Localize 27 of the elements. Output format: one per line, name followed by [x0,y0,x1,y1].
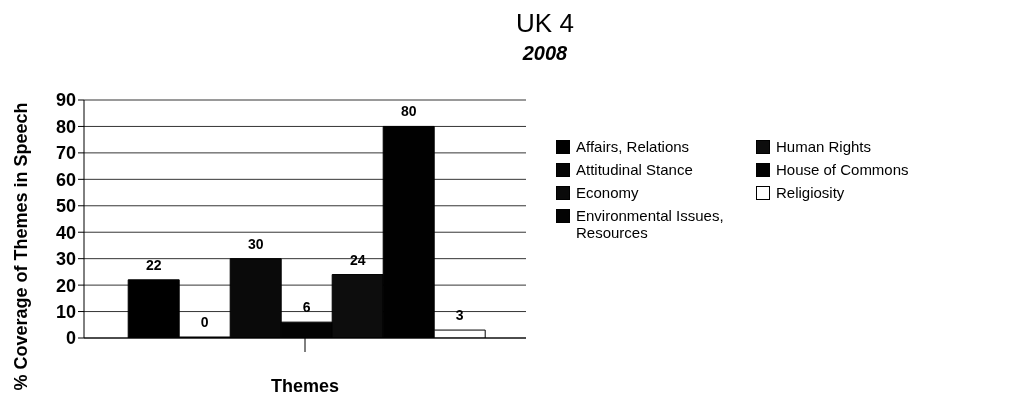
y-tick-label: 20 [55,275,76,296]
legend-label: Economy [576,184,639,201]
legend-label: Affairs, Relations [576,138,690,155]
data-label: 0 [200,314,209,330]
data-label: 22 [145,256,162,273]
chart-title: UK 4 [515,8,575,39]
chart-subtitle: 2008 [521,42,569,65]
x-axis-title: Themes [270,376,340,396]
y-tick-label: 30 [55,249,76,270]
y-tick-label: 60 [55,169,76,190]
y-tick-label: 50 [55,196,76,217]
y-tick-label: 70 [55,143,76,164]
data-label: 80 [400,103,417,120]
legend-label: Attitudinal Stance [576,161,693,178]
legend-label: Human Rights [776,138,872,155]
legend-label: Environmental Issues, Resources [576,207,725,241]
legend-label: House of Commons [776,161,909,178]
y-tick-label: 0 [65,328,76,349]
legend-label: Religiosity [776,184,845,201]
y-tick-label: 90 [55,90,76,111]
data-label: 30 [247,235,264,252]
y-axis-title: % Coverage of Themes in Speech [10,101,32,391]
data-label: 3 [455,307,464,324]
y-tick-label: 40 [55,222,76,243]
y-tick-label: 80 [55,116,76,137]
y-tick-label: 10 [55,301,76,322]
data-label: 6 [302,299,311,316]
